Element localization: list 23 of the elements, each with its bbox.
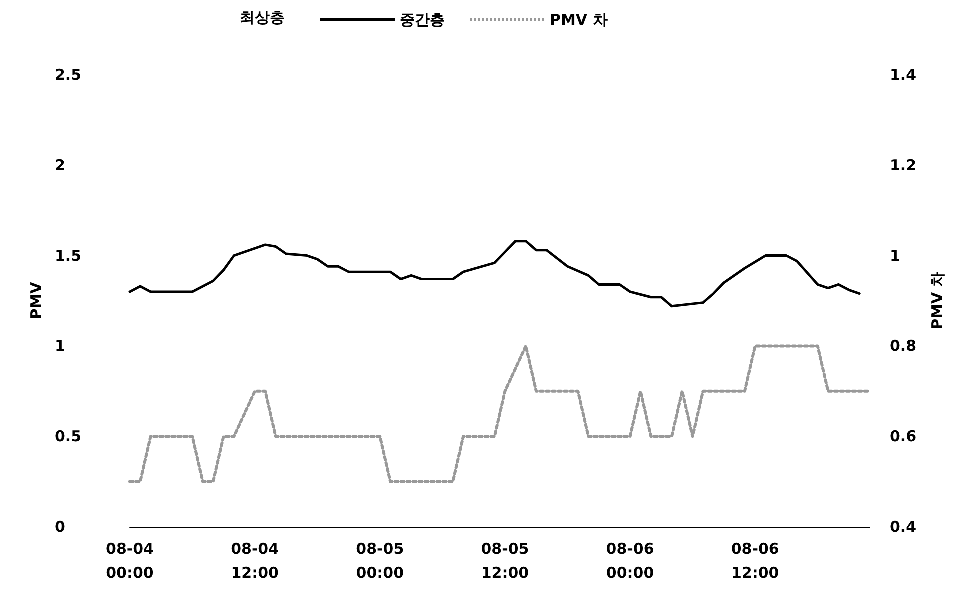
y-tick-label: 1.5 — [55, 246, 82, 265]
y2-tick-label: 1 — [890, 246, 900, 265]
y-tick-label: 2 — [55, 156, 66, 174]
x-tick-label: 08-06 12:00 — [731, 540, 780, 582]
y2-tick-label: 0.8 — [890, 337, 917, 356]
y2-axis-title: PMV 차 — [928, 272, 946, 330]
y-tick-label: 2.5 — [55, 66, 82, 84]
x-tick-label: 08-04 12:00 — [231, 540, 280, 582]
y2-tick-label: 1.2 — [890, 156, 917, 174]
y2-tick-label: 0.4 — [890, 518, 917, 536]
legend-title: 최상층 — [240, 8, 285, 26]
x-tick-label: 08-04 00:00 — [106, 540, 154, 582]
legend-label: PMV 차 — [550, 11, 608, 29]
y-tick-label: 0 — [55, 518, 66, 536]
x-tick-label: 08-05 00:00 — [356, 540, 404, 582]
x-tick-label: 08-05 12:00 — [481, 540, 530, 582]
y2-tick-label: 0.6 — [890, 428, 917, 446]
y2-tick-label: 1.4 — [890, 66, 917, 84]
y-axis-title: PMV — [28, 282, 46, 320]
legend-label: 중간층 — [400, 11, 445, 29]
y-tick-label: 1 — [55, 337, 66, 356]
y-tick-label: 0.5 — [55, 428, 82, 446]
x-tick-label: 08-06 00:00 — [606, 540, 654, 582]
